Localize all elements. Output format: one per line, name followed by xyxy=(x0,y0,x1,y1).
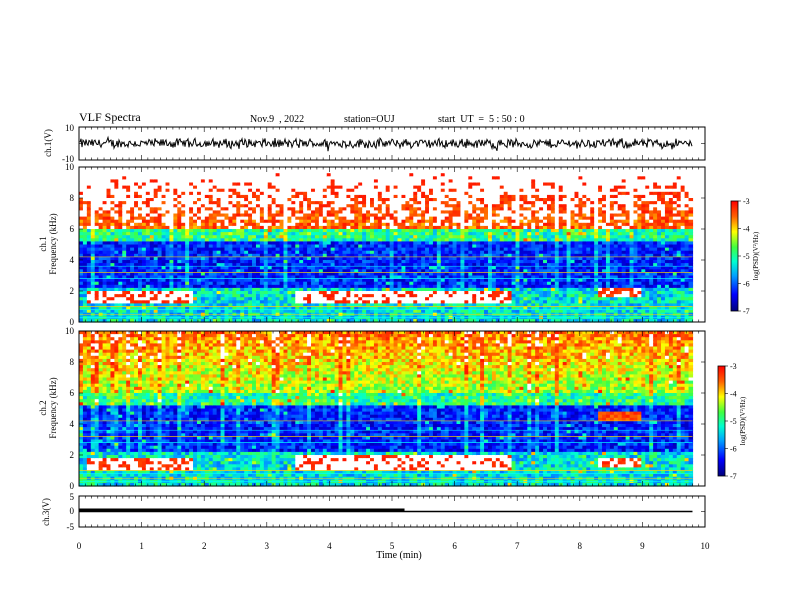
ch1-spectrogram-image xyxy=(79,167,693,323)
ch1-ylabel: ch.1(V) xyxy=(43,129,53,157)
vlf-spectra-figure: 10 -10 ch.1(V) ch.1 Frequency (kHz) 0246… xyxy=(0,0,792,612)
ch1-waveform-panel: 10 -10 ch.1(V) xyxy=(43,123,705,164)
ch1-ytick-top: 10 xyxy=(65,123,75,133)
